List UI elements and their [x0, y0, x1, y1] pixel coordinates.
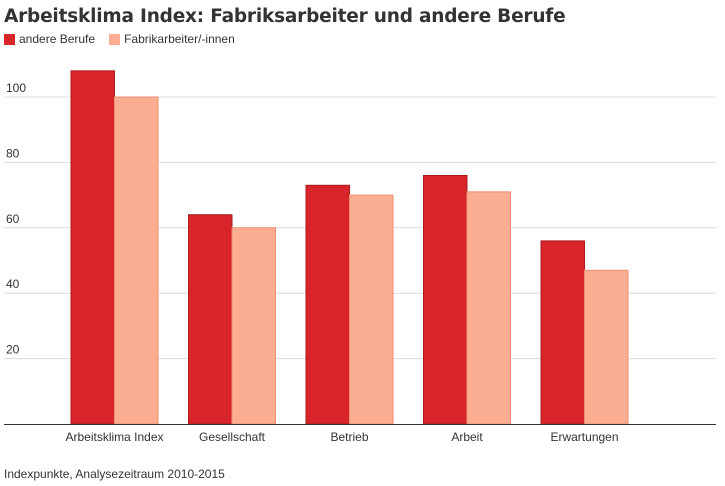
legend-swatch-fabrikarbeiter — [109, 33, 121, 45]
y-tick-label-80: 80 — [6, 146, 20, 160]
y-tick-label-60: 60 — [6, 212, 20, 226]
y-tick-label-20: 20 — [6, 343, 20, 357]
bar-fabrikarbeiter-3[interactable] — [466, 191, 511, 425]
bar-fabrikarbeiter-4[interactable] — [584, 269, 629, 425]
bar-andere-berufe-2[interactable] — [305, 184, 350, 425]
bar-fabrikarbeiter-1[interactable] — [231, 227, 276, 425]
x-tick-label-4: Erwartungen — [550, 430, 618, 444]
x-tick-label-3: Arbeit — [451, 430, 483, 444]
bar-fabrikarbeiter-2[interactable] — [349, 194, 394, 425]
y-tick-label-40: 40 — [6, 277, 20, 291]
legend: andere Berufe Fabrikarbeiter/-innen — [4, 32, 249, 46]
bar-andere-berufe-0[interactable] — [70, 70, 115, 425]
x-tick-label-1: Gesellschaft — [199, 430, 266, 444]
footnote: Indexpunkte, Analysezeitraum 2010-2015 — [4, 467, 225, 481]
legend-swatch-andere-berufe — [4, 33, 15, 45]
legend-label-andere-berufe: andere Berufe — [19, 32, 96, 46]
y-tick-label-100: 100 — [6, 81, 26, 95]
legend-item-fabrikarbeiter[interactable]: Fabrikarbeiter/-innen — [109, 32, 235, 46]
x-tick-label-0: Arbeitsklima Index — [65, 430, 163, 444]
bar-andere-berufe-4[interactable] — [540, 240, 585, 425]
legend-label-fabrikarbeiter: Fabrikarbeiter/-innen — [124, 32, 235, 46]
bar-andere-berufe-3[interactable] — [423, 174, 468, 425]
legend-item-andere-berufe[interactable]: andere Berufe — [4, 32, 95, 46]
chart-title: Arbeitsklima Index: Fabriksarbeiter und … — [4, 6, 566, 27]
x-tick-label-2: Betrieb — [330, 430, 368, 444]
bar-andere-berufe-1[interactable] — [188, 214, 233, 425]
bar-fabrikarbeiter-0[interactable] — [114, 96, 159, 425]
